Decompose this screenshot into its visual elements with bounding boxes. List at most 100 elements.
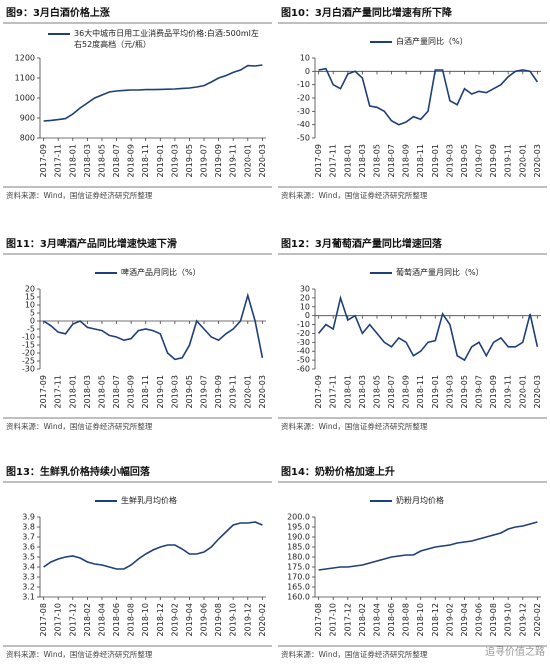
y-tick-label: 200.0 <box>287 513 310 522</box>
legend-swatch <box>95 272 117 274</box>
x-tick-label: 2019-03 <box>445 375 454 408</box>
x-tick-label: 2019-09 <box>489 375 498 408</box>
x-tick-label: 2019-06 <box>200 603 209 636</box>
y-tick-label: 3.8 <box>22 523 35 532</box>
x-tick-label: 2018-06 <box>112 603 121 636</box>
x-tick-label: 2019-07 <box>200 375 209 408</box>
data-line <box>318 67 539 126</box>
y-tick-label: 3.7 <box>22 533 35 542</box>
x-tick-label: 2018-09 <box>402 144 411 177</box>
x-tick-label: 2019-07 <box>475 375 484 408</box>
y-tick-label: -10 <box>297 320 310 329</box>
x-tick-label: 2019-09 <box>214 144 223 177</box>
legend-swatch <box>370 272 392 274</box>
legend-label: 生鲜乳月均价格 <box>121 496 177 505</box>
y-tick-label: 195.0 <box>287 523 310 532</box>
x-tick-label: 2018-06 <box>387 603 396 636</box>
y-tick-label: 3.9 <box>22 513 35 522</box>
x-tick-label: 2019-09 <box>214 375 223 408</box>
y-tick-label: -25 <box>22 357 35 366</box>
x-tick-label: 2018-03 <box>358 375 367 408</box>
source-note: 资料来源：Wind，国信证券经济研究所整理 <box>6 190 153 200</box>
data-line <box>43 521 263 570</box>
source-note: 资料来源：Wind，国信证券经济研究所整理 <box>6 649 153 659</box>
x-tick-label: 2018-02 <box>358 603 367 636</box>
legend-swatch <box>95 500 117 502</box>
data-line <box>43 292 264 361</box>
x-tick-label: 2019-07 <box>475 144 484 177</box>
x-tick-label: 2019-04 <box>460 603 469 636</box>
x-tick-label: 2019-03 <box>170 375 179 408</box>
x-tick-label: 2019-12 <box>518 603 527 636</box>
y-tick-label: -5 <box>27 325 35 334</box>
source-note: 资料来源：Wind，国信证券经济研究所整理 <box>281 649 428 659</box>
y-tick-label: -40 <box>297 347 310 356</box>
y-tick-label: 1000 <box>15 94 35 103</box>
y-tick-label: 3.6 <box>22 543 35 552</box>
x-tick-label: 2018-04 <box>372 603 381 636</box>
y-tick-label: 3.5 <box>22 553 35 562</box>
x-tick-label: 2020-01 <box>518 144 527 177</box>
y-tick-label: 900 <box>20 114 35 123</box>
x-tick-label: 2020-01 <box>243 144 252 177</box>
y-tick-label: -20 <box>297 329 310 338</box>
x-tick-label: 2018-11 <box>141 375 150 408</box>
legend: 36大中城市日用工业消费品平均价格:白酒:500ml左右52度高档（元/瓶） <box>48 28 263 50</box>
y-tick-label: 165.0 <box>287 583 310 592</box>
x-tick-label: 2019-03 <box>170 144 179 177</box>
x-tick-label: 2020-03 <box>533 144 542 177</box>
x-tick-label: 2018-11 <box>416 375 425 408</box>
x-tick-label: 2020-03 <box>258 144 267 177</box>
x-tick-label: 2018-11 <box>141 144 150 177</box>
x-tick-label: 2018-03 <box>83 375 92 408</box>
x-tick-label: 2018-07 <box>112 144 121 177</box>
y-tick-label: 160.0 <box>287 593 310 602</box>
y-tick-label: 30 <box>300 285 310 294</box>
legend-label: 啤酒产品月同比（%） <box>121 268 201 277</box>
x-tick-label: 2017-09 <box>39 144 48 177</box>
x-tick-label: 2019-02 <box>170 603 179 636</box>
x-tick-label: 2017-12 <box>343 603 352 636</box>
y-tick-label: 1200 <box>15 54 35 63</box>
x-tick-label: 2018-01 <box>68 144 77 177</box>
y-tick-label: 5 <box>30 309 35 318</box>
x-tick-label: 2019-05 <box>185 144 194 177</box>
x-tick-label: 2019-11 <box>229 144 238 177</box>
x-tick-label: 2020-03 <box>533 375 542 408</box>
x-tick-label: 2017-12 <box>68 603 77 636</box>
x-tick-label: 2018-03 <box>358 144 367 177</box>
x-tick-label: 2019-09 <box>489 144 498 177</box>
x-tick-label: 2019-10 <box>229 603 238 636</box>
x-tick-label: 2017-09 <box>314 144 323 177</box>
y-tick-label: 20 <box>25 285 35 294</box>
x-tick-label: 2019-03 <box>445 144 454 177</box>
y-tick-label: -30 <box>22 365 35 374</box>
x-tick-label: 2019-01 <box>156 375 165 408</box>
x-tick-label: 2019-05 <box>460 144 469 177</box>
x-tick-label: 2019-08 <box>489 603 498 636</box>
y-tick-label: -10 <box>22 333 35 342</box>
y-tick-label: -30 <box>297 338 310 347</box>
panel-title: 图9：3月白酒价格上涨 <box>6 6 110 19</box>
y-tick-label: 180.0 <box>287 553 310 562</box>
x-tick-label: 2019-01 <box>156 144 165 177</box>
x-tick-label: 2018-01 <box>68 375 77 408</box>
y-tick-label: -30 <box>297 107 310 116</box>
x-tick-label: 2020-02 <box>533 603 542 636</box>
data-line <box>43 64 263 122</box>
y-tick-label: 10 <box>300 54 310 63</box>
x-tick-label: 2018-08 <box>402 603 411 636</box>
x-tick-label: 2018-04 <box>97 603 106 636</box>
legend-swatch <box>370 500 392 502</box>
source-note: 资料来源：Wind，国信证券经济研究所整理 <box>281 421 428 431</box>
y-tick-label: -10 <box>297 80 310 89</box>
x-tick-label: 2019-10 <box>504 603 513 636</box>
x-tick-label: 2018-10 <box>416 603 425 636</box>
y-tick-label: 3.4 <box>22 563 35 572</box>
legend-label: 奶粉月均价格 <box>396 496 444 505</box>
y-tick-label: 3.3 <box>22 573 35 582</box>
x-tick-label: 2018-09 <box>127 375 136 408</box>
x-tick-label: 2020-01 <box>243 375 252 408</box>
x-tick-label: 2017-11 <box>329 144 338 177</box>
